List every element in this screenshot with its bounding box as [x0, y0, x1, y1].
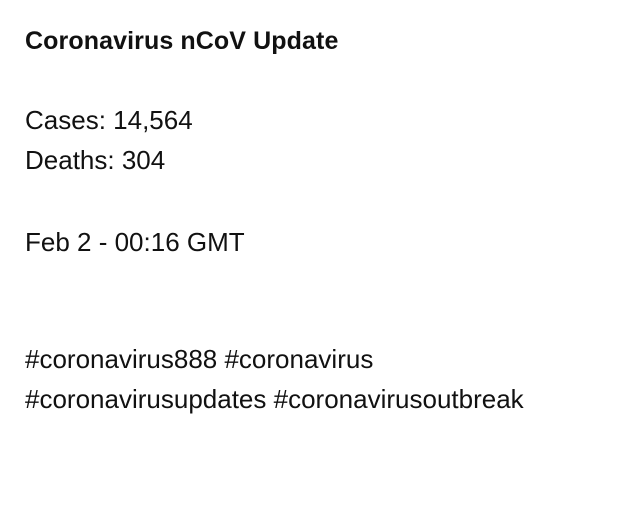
- cases-count: Cases: 14,564: [25, 105, 193, 135]
- deaths-count: Deaths: 304: [25, 145, 166, 175]
- post-title: Coronavirus nCoV Update: [25, 27, 339, 55]
- hashtag-line-1: #coronavirus888 #coronavirus: [25, 339, 625, 379]
- stats-block: Cases: 14,564 Deaths: 304: [25, 100, 625, 180]
- hashtag-list: #coronavirus888 #coronavirus #coronaviru…: [25, 339, 625, 419]
- hashtag-coronavirus888[interactable]: #coronavirus888: [25, 344, 218, 374]
- post-content: Coronavirus nCoV Update Cases: 14,564 De…: [25, 22, 625, 262]
- hashtag-coronavirusoutbreak[interactable]: #coronavirusoutbreak: [273, 384, 524, 414]
- hashtag-coronavirus[interactable]: #coronavirus: [224, 344, 374, 374]
- hashtag-coronavirusupdates[interactable]: #coronavirusupdates: [25, 384, 267, 414]
- hashtag-line-2: #coronavirusupdates #coronavirusoutbreak: [25, 379, 625, 419]
- update-timestamp: Feb 2 - 00:16 GMT: [25, 227, 245, 257]
